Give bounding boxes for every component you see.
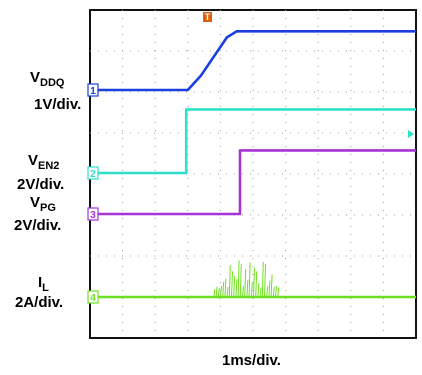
il-noise-burst [213,260,280,298]
noise-spike [244,269,247,298]
trigger-marker: T [203,12,212,22]
noise-spike [261,261,264,298]
noise-spike [266,286,269,298]
noise-spike [270,274,273,298]
noise-spike [250,282,253,298]
noise-spike [272,286,275,298]
channel-marker-4 [87,290,99,304]
noise-spike [233,275,236,298]
noise-spike [259,287,262,298]
noise-spike [275,286,277,298]
noise-spike [222,281,225,298]
channel-marker-3 [87,207,99,221]
trace-channel-3 [90,149,416,216]
noise-spike [239,263,242,298]
timebase-label: 1ms/div. [222,352,281,369]
noise-spike [224,278,227,298]
noise-spike [246,279,249,298]
noise-spike [268,280,271,298]
il-name: I [38,274,43,291]
scale-ven2: 2V/div. [17,176,65,193]
noise-spike [257,282,260,298]
scale-il: 2A/div. [15,294,64,311]
vpg-name: V [30,194,41,211]
noise-spike [248,262,251,298]
trace-channel-1 [90,29,416,92]
traces [90,29,416,299]
channel-marker-1 [87,83,99,97]
noise-spike [235,279,238,298]
vddq-name: V [30,69,41,86]
noise-spike [242,285,244,298]
trigger-label: T [205,12,211,22]
label-il: IL [38,274,49,295]
noise-spike [237,260,240,298]
scale-vddq: 1V/div. [34,96,82,113]
scale-vpg: 2V/div. [14,217,62,234]
noise-spike [226,287,229,298]
label-vpg: VPG [30,194,56,215]
noise-spike [264,263,266,298]
channel-marker-label-4: 4 [90,293,96,304]
channel-marker-label-1: 1 [90,86,96,97]
noise-spike [231,271,233,298]
label-vddq: VDDQ [30,69,65,90]
noise-spike [217,287,220,298]
il-sub: L [42,282,49,294]
noise-spike [255,271,258,298]
vddq-sub: DDQ [40,77,65,89]
channel-markers: 1 2 3 4 [87,83,99,304]
vpg-sub: PG [40,202,56,214]
trace-channel-2 [90,108,416,175]
noise-spike [215,286,218,298]
noise-spike [253,267,255,298]
channel-marker-2 [87,166,99,180]
ven2-name: V [28,152,39,169]
noise-spike [277,287,280,298]
level-marker-right [408,130,414,138]
noise-spike [213,288,216,298]
channel-marker-label-2: 2 [90,169,96,180]
channel-marker-label-3: 3 [90,210,96,221]
ven2-sub: EN2 [38,160,60,172]
noise-spike [228,265,231,298]
label-ven2: VEN2 [28,152,60,173]
noise-spike [220,285,222,298]
